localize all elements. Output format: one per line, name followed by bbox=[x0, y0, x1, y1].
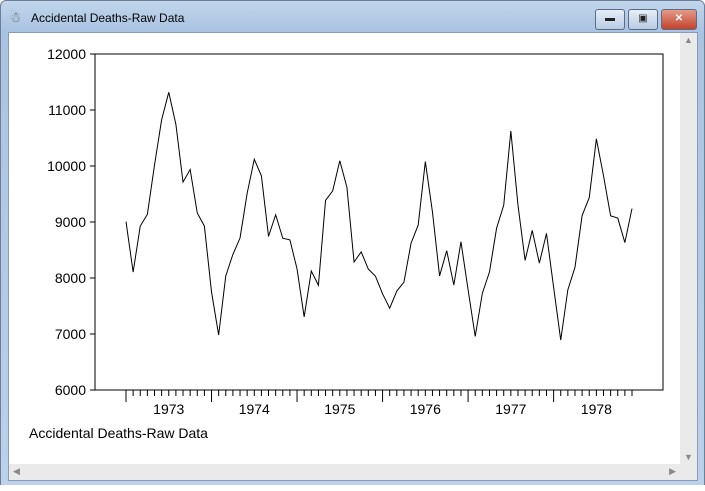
title-bar[interactable]: ☃ Accidental Deaths-Raw Data ▬ ▣ ✕ bbox=[1, 1, 704, 31]
close-button[interactable]: ✕ bbox=[661, 9, 697, 30]
y-tick-label: 7000 bbox=[55, 326, 86, 342]
x-tick-label: 1975 bbox=[324, 401, 355, 417]
vertical-scrollbar[interactable]: ▲ ▼ bbox=[680, 33, 697, 464]
scroll-up-icon[interactable]: ▲ bbox=[684, 35, 693, 45]
horizontal-scrollbar[interactable]: ◀ ▶ bbox=[9, 464, 680, 480]
minimize-button[interactable]: ▬ bbox=[595, 9, 625, 30]
y-tick-label: 8000 bbox=[55, 270, 86, 286]
scrollbar-corner bbox=[680, 464, 697, 480]
scroll-left-icon[interactable]: ◀ bbox=[13, 466, 20, 476]
chart-area: 6000 7000 8000 9000 10000 11000 12000 1973 1974 1… bbox=[8, 32, 698, 481]
chart-caption: Accidental Deaths-Raw Data bbox=[29, 425, 208, 441]
background-window-strip bbox=[0, 485, 705, 491]
series-line bbox=[125, 92, 633, 341]
maximize-button[interactable]: ▣ bbox=[628, 9, 658, 30]
x-tick-label: 1977 bbox=[495, 401, 526, 417]
line-chart: 6000 7000 8000 9000 10000 11000 12000 1973 1974 1… bbox=[29, 46, 664, 441]
window-title: Accidental Deaths-Raw Data bbox=[31, 11, 185, 25]
app-icon: ☃ bbox=[9, 9, 22, 25]
scroll-right-icon[interactable]: ▶ bbox=[669, 466, 676, 476]
x-tick-label: 1974 bbox=[239, 401, 270, 417]
y-tick-label: 11000 bbox=[48, 102, 86, 118]
x-tick-label: 1973 bbox=[153, 401, 184, 417]
plot-frame bbox=[94, 53, 664, 391]
y-tick-label: 12000 bbox=[47, 46, 86, 62]
scroll-down-icon[interactable]: ▼ bbox=[684, 452, 693, 462]
y-tick-label: 9000 bbox=[55, 214, 86, 230]
y-tick-label: 6000 bbox=[55, 382, 86, 398]
y-tick-label: 10000 bbox=[47, 158, 86, 174]
x-tick-label: 1978 bbox=[581, 401, 612, 417]
x-tick-label: 1976 bbox=[410, 401, 441, 417]
